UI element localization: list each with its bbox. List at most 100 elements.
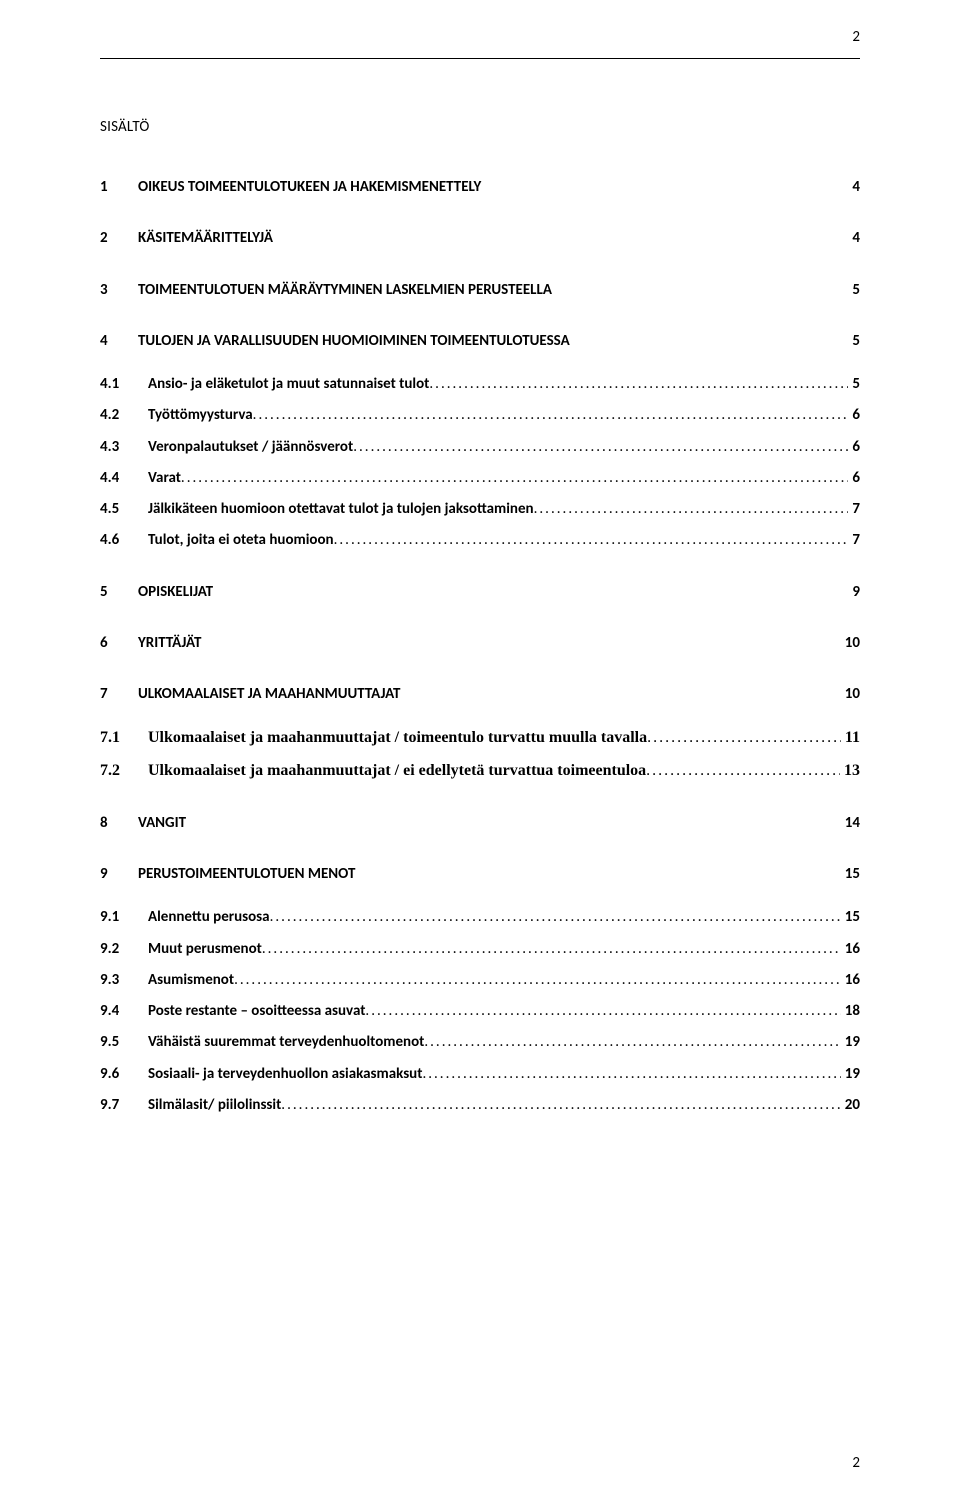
toc-entry-page: 15: [841, 906, 860, 929]
toc-entry-label: TULOJEN JA VARALLISUUDEN HUOMIOIMINEN TO…: [138, 330, 570, 353]
toc-entry-page: 19: [841, 1031, 860, 1054]
toc-entry-page: 5: [848, 330, 860, 353]
toc-entry-label: Asumismenot: [148, 969, 234, 992]
toc-entry-page: 5: [848, 279, 860, 302]
toc-entry-label: Muut perusmenot: [148, 938, 262, 961]
toc-leader-dots: [234, 969, 841, 992]
toc-entry-sub: 4.4Varat6: [100, 467, 860, 490]
toc-entry-main: 8VANGIT 14: [100, 812, 860, 835]
toc-entry-sub: 7.1Ulkomaalaiset ja maahanmuuttajat / to…: [100, 726, 860, 751]
toc-entry-main: 2KÄSITEMÄÄRITTELYJÄ4: [100, 227, 860, 250]
toc-entry-number: 7: [100, 683, 138, 706]
toc-leader-dots: [424, 1031, 840, 1054]
toc-content: SISÄLTÖ 1OIKEUS TOIMEENTULOTUKEEN JA HAK…: [100, 118, 860, 1117]
toc-entry-number: 9.2: [100, 938, 148, 961]
toc-entry-page: 7: [848, 498, 860, 521]
toc-entry-label: VANGIT: [138, 812, 186, 835]
toc-entry-page: 4: [848, 227, 860, 250]
toc-entry-page: 13: [840, 759, 860, 784]
toc-entry-sub: 4.3Veronpalautukset / jäännösverot6: [100, 436, 860, 459]
toc-entry-label: ULKOMAALAISET JA MAAHANMUUTTAJAT: [138, 683, 400, 706]
toc-leader-dots: [646, 759, 840, 784]
toc-entry-label: Työttömyysturva: [148, 404, 253, 427]
toc-entry-sub: 9.2Muut perusmenot 16: [100, 938, 860, 961]
toc-gap: [100, 302, 860, 330]
toc-entry-sub: 9.7Silmälasit/ piilolinssit20: [100, 1094, 860, 1117]
toc-entry-page: 20: [841, 1094, 860, 1117]
toc-entry-number: 5: [100, 581, 138, 604]
toc-entry-label: Ansio- ja eläketulot ja muut satunnaiset…: [148, 373, 429, 396]
toc-gap: [100, 604, 860, 632]
toc-gap: [100, 199, 860, 227]
toc-entry-number: 9.1: [100, 906, 148, 929]
page-number-bottom: 2: [852, 1454, 860, 1472]
toc-entry-number: 7.2: [100, 759, 148, 784]
toc-leader-dots: [253, 404, 849, 427]
toc-entry-page: 15: [841, 863, 860, 886]
toc-entry-page: 14: [841, 812, 860, 835]
toc-leader-dots: [262, 938, 841, 961]
toc-entry-number: 9.5: [100, 1031, 148, 1054]
toc-entry-sub: 4.6Tulot, joita ei oteta huomioon7: [100, 529, 860, 552]
toc-leader-dots: [334, 529, 849, 552]
toc-leader-dots: [270, 906, 841, 929]
toc-entry-number: 9.6: [100, 1063, 148, 1086]
toc-entry-sub: 9.4Poste restante – osoitteessa asuvat18: [100, 1000, 860, 1023]
toc-entry-number: 4: [100, 330, 138, 353]
toc-entry-page: 9: [848, 581, 860, 604]
toc-leader-dots: [353, 436, 848, 459]
toc-entry-number: 4.1: [100, 373, 148, 396]
toc-gap: [100, 886, 860, 906]
toc-entry-page: 10: [841, 632, 860, 655]
toc-entry-sub: 7.2Ulkomaalaiset ja maahanmuuttajat / ei…: [100, 759, 860, 784]
toc-entry-number: 7.1: [100, 726, 148, 751]
toc-entry-sub: 9.3Asumismenot16: [100, 969, 860, 992]
toc-gap: [100, 784, 860, 812]
toc-entry-main: 3TOIMEENTULOTUEN MÄÄRÄYTYMINEN LASKELMIE…: [100, 279, 860, 302]
toc-entry-page: 6: [848, 467, 860, 490]
toc-gap: [100, 1086, 860, 1094]
toc-entry-number: 4.4: [100, 467, 148, 490]
toc-entry-main: 4TULOJEN JA VARALLISUUDEN HUOMIOIMINEN T…: [100, 330, 860, 353]
toc-entry-label: Jälkikäteen huomioon otettavat tulot ja …: [148, 498, 534, 521]
toc-entry-label: TOIMEENTULOTUEN MÄÄRÄYTYMINEN LASKELMIEN…: [138, 279, 552, 302]
toc-entry-page: 5: [848, 373, 860, 396]
toc-entry-page: 16: [841, 938, 860, 961]
toc-entry-main: 7ULKOMAALAISET JA MAAHANMUUTTAJAT 10: [100, 683, 860, 706]
toc-entry-sub: 9.6Sosiaali- ja terveydenhuollon asiakas…: [100, 1063, 860, 1086]
toc-entry-page: 6: [848, 404, 860, 427]
toc-gap: [100, 490, 860, 498]
toc-entry-label: OPISKELIJAT: [138, 581, 213, 604]
toc-gap: [100, 706, 860, 726]
toc-gap: [100, 353, 860, 373]
toc-entry-number: 2: [100, 227, 138, 250]
toc-gap: [100, 553, 860, 581]
toc-leader-dots: [365, 1000, 840, 1023]
toc-entry-main: 6YRITTÄJÄT10: [100, 632, 860, 655]
toc-gap: [100, 835, 860, 863]
toc-entry-label: YRITTÄJÄT: [138, 632, 201, 655]
toc-entry-main: 9PERUSTOIMEENTULOTUEN MENOT15: [100, 863, 860, 886]
toc-gap: [100, 459, 860, 467]
toc-entry-main: 1OIKEUS TOIMEENTULOTUKEEN JA HAKEMISMENE…: [100, 176, 860, 199]
toc-gap: [100, 1055, 860, 1063]
toc-entry-page: 11: [841, 726, 860, 751]
toc-entry-number: 8: [100, 812, 138, 835]
toc-entry-page: 4: [848, 176, 860, 199]
toc-entry-sub: 9.5Vähäistä suuremmat terveydenhuoltomen…: [100, 1031, 860, 1054]
toc-entry-label: Ulkomaalaiset ja maahanmuuttajat / ei ed…: [148, 759, 646, 784]
toc-entry-number: 9.3: [100, 969, 148, 992]
toc-entry-label: OIKEUS TOIMEENTULOTUKEEN JA HAKEMISMENET…: [138, 176, 481, 199]
toc-entry-label: Tulot, joita ei oteta huomioon: [148, 529, 334, 552]
toc-leader-dots: [181, 467, 848, 490]
toc-leader-dots: [422, 1063, 840, 1086]
toc-entry-label: PERUSTOIMEENTULOTUEN MENOT: [138, 863, 355, 886]
toc-gap: [100, 251, 860, 279]
toc-gap: [100, 428, 860, 436]
toc-entry-page: 19: [841, 1063, 860, 1086]
toc-leader-dots: [429, 373, 848, 396]
toc-entry-number: 9.4: [100, 1000, 148, 1023]
toc-gap: [100, 961, 860, 969]
toc-entry-number: 4.6: [100, 529, 148, 552]
toc-entry-page: 10: [841, 683, 860, 706]
